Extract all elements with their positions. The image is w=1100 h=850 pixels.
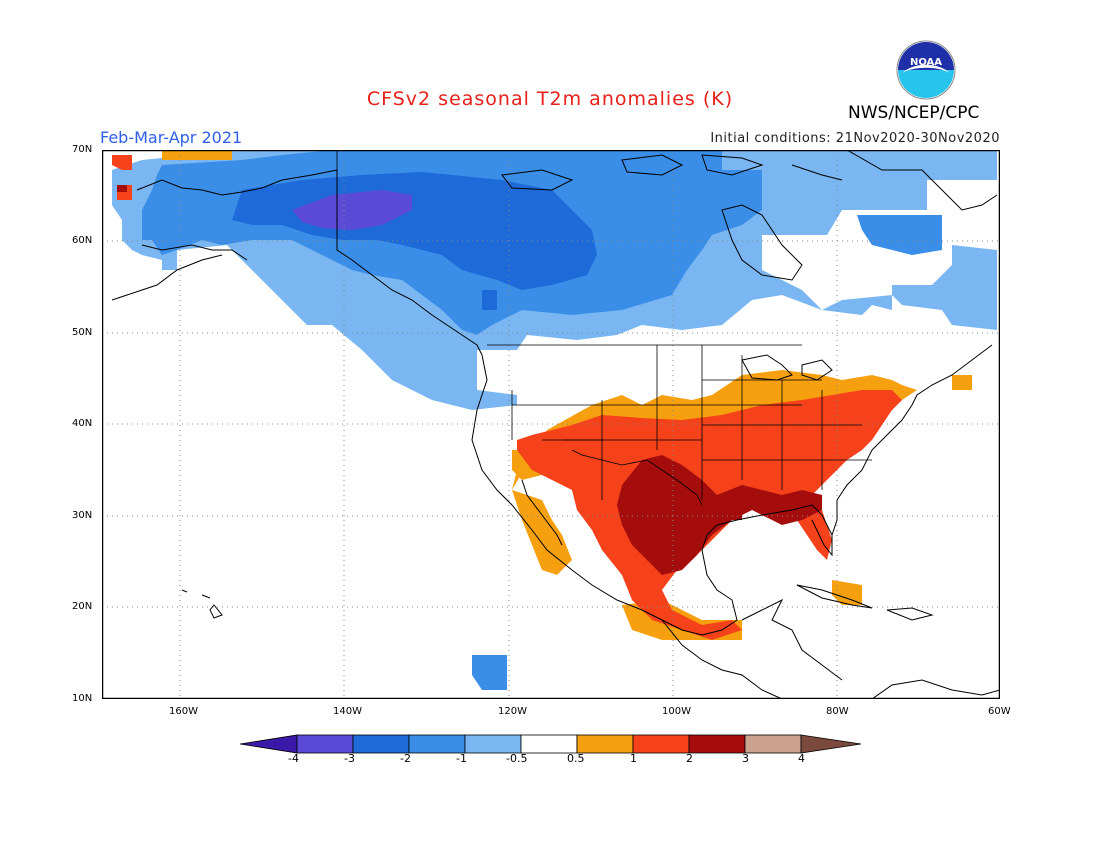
colorbar [240,734,862,754]
lat-label-10n: 10N [72,693,93,704]
colorbar-tick-label: -3 [344,752,355,765]
coastlines [111,150,1000,699]
lat-label-70n: 70N [72,144,93,155]
colorbar-bin-2 [352,734,410,754]
colorbar-bin-6 [576,734,634,754]
colorbar-bin-9 [744,734,802,754]
colorbar-min-arrow [240,734,298,754]
anomaly-region-purple [292,190,412,230]
lon-label-100w: 100W [662,706,691,717]
agency-label: NWS/NCEP/CPC [848,103,980,123]
map-title: CFSv2 seasonal T2m anomalies (K) [366,88,734,110]
colorbar-bin-1 [296,734,354,754]
lat-label-20n: 20N [72,601,93,612]
colorbar-tick-label: 4 [798,752,805,765]
noaa-logo-icon: NOAA [896,40,956,100]
lat-label-50n: 50N [72,327,93,338]
colorbar-tick-label: -1 [456,752,467,765]
anomaly-map [102,150,1000,699]
colorbar-tick-label: -4 [288,752,299,765]
colorbar-bin-5 [520,734,578,754]
noaa-logo-text: NOAA [910,57,942,68]
colorbar-bin-8 [688,734,746,754]
lat-label-40n: 40N [72,418,93,429]
colorbar-tick-label: 1 [630,752,637,765]
colorbar-bin-3 [408,734,466,754]
forecast-period: Feb-Mar-Apr 2021 [100,128,243,147]
colorbar-tick-label: 0.5 [567,752,585,765]
lon-label-120w: 120W [498,706,527,717]
lat-label-30n: 30N [72,510,93,521]
colorbar-max-arrow [800,734,862,754]
lon-label-80w: 80W [826,706,849,717]
colorbar-tick-label: 3 [742,752,749,765]
colorbar-tick-label: 2 [686,752,693,765]
lon-label-60w: 60W [988,706,1011,717]
colorbar-tick-label: -2 [400,752,411,765]
lon-label-140w: 140W [333,706,362,717]
colorbar-tick-label: -0.5 [506,752,528,765]
colorbar-bin-4 [464,734,522,754]
lat-label-60n: 60N [72,235,93,246]
colorbar-bin-7 [632,734,690,754]
anomaly-region-dark-red [117,185,822,575]
initial-conditions: Initial conditions: 21Nov2020-30Nov2020 [710,131,1000,146]
political-borders [336,150,872,506]
lon-label-160w: 160W [169,706,198,717]
